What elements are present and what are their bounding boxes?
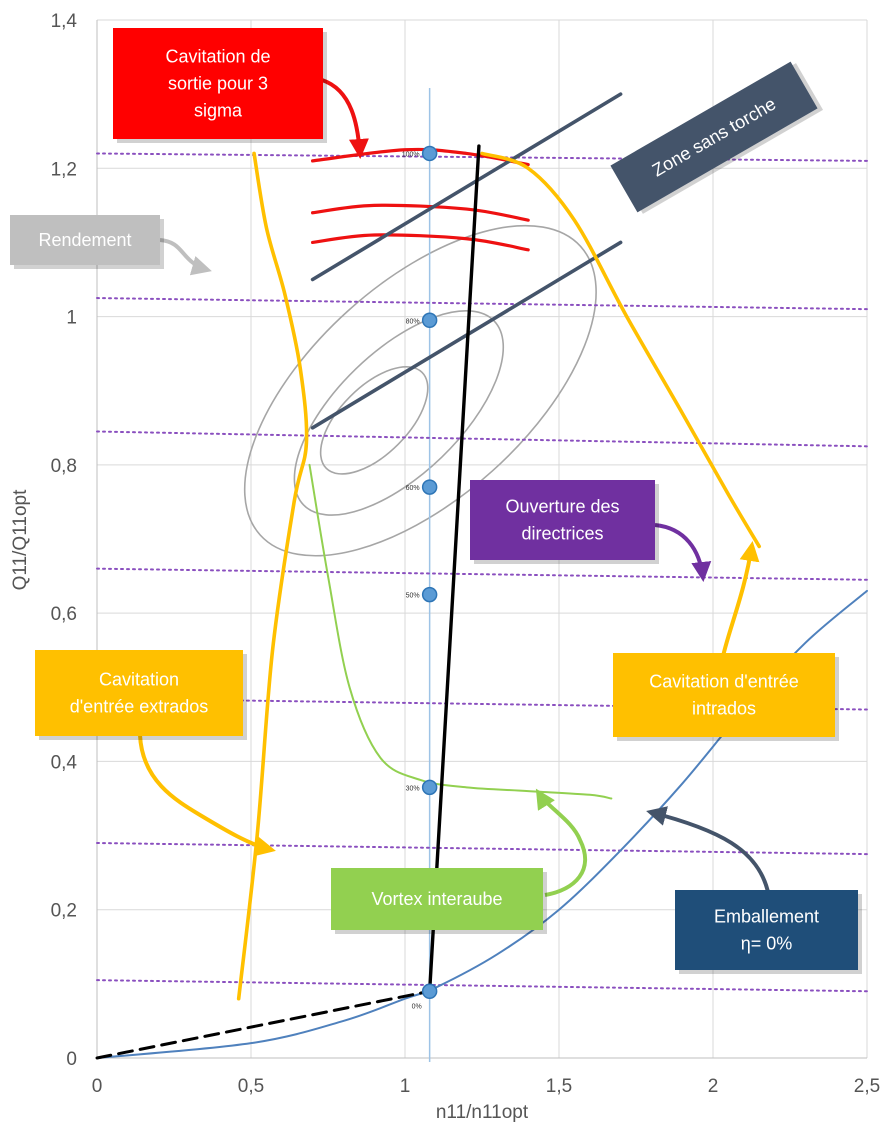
- opening-point-label: 50%: [406, 593, 420, 600]
- guide-vane-lines-line: [96, 979, 868, 993]
- annotation-box: [331, 868, 543, 930]
- annotation-box: [35, 650, 243, 736]
- x-tick-label: 0: [92, 1076, 103, 1097]
- annotation-text: Cavitation de: [165, 47, 270, 67]
- opening-point: [421, 145, 438, 162]
- annotation-text: Emballement: [714, 907, 819, 927]
- x-tick-label: 2,5: [854, 1076, 880, 1097]
- opening-point: [421, 779, 438, 796]
- guide-vane-lines-line: [96, 430, 868, 448]
- annotation-text: Cavitation: [99, 670, 179, 690]
- guide-vane-lines-line: [96, 297, 868, 311]
- x-tick-label: 1: [400, 1076, 411, 1097]
- annotation-box: [613, 653, 835, 737]
- callout-arrow: [321, 78, 369, 159]
- annotation-vortex-interaube: Vortex interaube: [331, 868, 547, 934]
- annotation-emballement: Emballement η= 0%: [675, 890, 862, 974]
- opening-point: [421, 479, 438, 495]
- y-tick-label: 0,6: [51, 604, 77, 625]
- cavitation-outlet-line: [311, 203, 530, 222]
- annotation-text: sortie pour 3: [168, 74, 268, 94]
- x-tick-label: 1,5: [546, 1076, 572, 1097]
- annotation-text: directrices: [521, 524, 603, 544]
- opening-point: [421, 586, 438, 603]
- guide-vane-lines-line: [96, 567, 868, 581]
- x-axis-label: n11/n11opt: [436, 1102, 529, 1123]
- cavitation-extrados-line: [236, 151, 309, 1001]
- callout-arrow: [535, 788, 587, 897]
- annotation-box: [113, 28, 323, 139]
- opening-point: [421, 312, 438, 329]
- torch-free-zone-line: [310, 92, 623, 282]
- callout-arrow: [646, 806, 770, 893]
- opening-point-label: 60%: [406, 485, 420, 492]
- opening-points: 100% 80% 60% 50% 30% 0%: [402, 145, 438, 1010]
- annotation-box: [610, 61, 818, 213]
- y-tick-label: 0,4: [51, 752, 78, 773]
- annotation-box: [10, 215, 160, 265]
- callout-arrow: [159, 238, 212, 276]
- inter-blade-vortex-line: [308, 463, 613, 800]
- opening-point-label: 0%: [412, 1003, 422, 1010]
- y-tick-label: 0,8: [51, 456, 77, 477]
- guide-vane-lines-line: [96, 841, 868, 856]
- efficiency-ellipse: [243, 224, 597, 557]
- y-tick-label: 0: [66, 1049, 77, 1070]
- y-tick-label: 1: [66, 308, 77, 329]
- cavitation-outlet-line: [311, 233, 530, 252]
- x-tick-label: 2: [708, 1076, 719, 1097]
- callout-arrow: [138, 734, 276, 857]
- annotation-box: [675, 890, 858, 970]
- annotation-cavitation-sortie: Cavitation de sortie pour 3 sigma: [113, 28, 327, 143]
- annotation-text: Vortex interaube: [371, 889, 502, 909]
- annotation-cavitation-intrados: Cavitation d'entrée intrados: [613, 653, 839, 741]
- annotation-text: Rendement: [38, 230, 131, 250]
- annotation-text: η= 0%: [741, 934, 793, 954]
- annotation-ouverture-directrices: Ouverture des directrices: [470, 480, 659, 564]
- annotation-rendement: Rendement: [10, 215, 164, 269]
- annotation-text: Ouverture des: [505, 497, 619, 517]
- annotation-text: intrados: [692, 699, 756, 719]
- y-tick-label: 1,4: [51, 11, 78, 32]
- y-axis-label: Q11/Q11opt: [10, 489, 31, 590]
- annotation-text: sigma: [194, 101, 243, 121]
- x-tick-label: 0,5: [238, 1076, 264, 1097]
- opening-point: [421, 983, 438, 1000]
- efficiency-ellipse: [319, 366, 429, 475]
- y-tick-label: 0,2: [51, 901, 77, 922]
- callout-arrow: [654, 523, 712, 582]
- y-tick-label: 1,2: [51, 159, 77, 180]
- axes: n11/n11opt Q11/Q11opt 0 0,5 1 1,5 2 2,5 0 0,2 0,…: [10, 11, 880, 1123]
- opening-axis-line: [427, 144, 481, 993]
- annotation-text: d'entrée extrados: [70, 697, 209, 717]
- efficiency-ellipses: [243, 224, 597, 557]
- efficiency-ellipse: [293, 310, 505, 516]
- annotation-box: [470, 480, 655, 560]
- annotation-cavitation-extrados: Cavitation d'entrée extrados: [35, 650, 247, 740]
- opening-point-label: 80%: [406, 318, 420, 325]
- low-flow-dashed-line: [95, 989, 432, 1060]
- cavitation-intrados-line: [480, 151, 761, 549]
- opening-point-label: 100%: [402, 151, 420, 158]
- annotation-text: Cavitation d'entrée: [649, 672, 799, 692]
- opening-point-label: 30%: [406, 785, 420, 792]
